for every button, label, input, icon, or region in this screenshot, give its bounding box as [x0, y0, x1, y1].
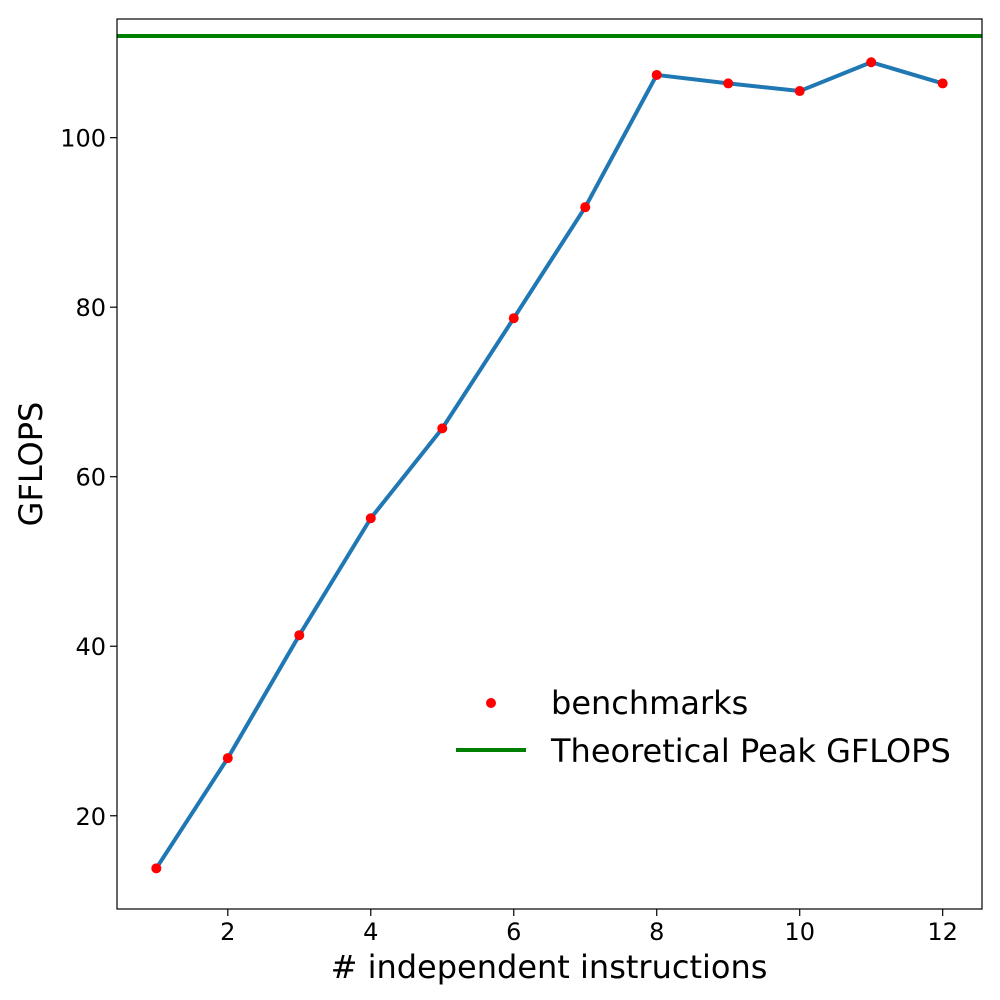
x-axis-label: # independent instructions — [331, 948, 768, 986]
plot-frame — [116, 18, 983, 910]
legend: benchmarks Theoretical Peak GFLOPS — [456, 684, 951, 770]
y-tick-label: 40 — [75, 633, 106, 661]
x-tick-label: 10 — [784, 918, 815, 946]
benchmark-point — [222, 753, 233, 764]
x-tick-label: 12 — [927, 918, 958, 946]
benchmark-point — [651, 69, 662, 80]
benchmark-point — [866, 57, 877, 68]
y-tick-label: 80 — [75, 294, 106, 322]
y-tick-label: 60 — [75, 464, 106, 492]
y-axis: 20 40 60 80 100 — [60, 125, 117, 831]
x-tick-label: 2 — [220, 918, 235, 946]
benchmark-point — [365, 513, 376, 524]
x-tick-label: 6 — [506, 918, 521, 946]
x-axis: 2 4 6 8 10 12 — [220, 909, 958, 946]
plot-area — [117, 33, 982, 874]
x-tick-label: 4 — [363, 918, 378, 946]
benchmark-point — [294, 630, 305, 641]
benchmark-point — [580, 202, 591, 213]
legend-benchmarks-label: benchmarks — [551, 684, 748, 722]
y-axis-label: GFLOPS — [12, 402, 50, 527]
benchmark-point — [937, 78, 948, 89]
benchmark-point — [437, 423, 448, 434]
legend-benchmarks-marker — [486, 698, 496, 708]
y-tick-label: 20 — [75, 803, 106, 831]
benchmark-point — [794, 86, 805, 97]
y-tick-label: 100 — [60, 125, 106, 153]
benchmarks-line — [154, 60, 944, 870]
x-tick-label: 8 — [649, 918, 664, 946]
benchmark-point — [723, 78, 734, 89]
benchmark-point — [508, 313, 519, 324]
benchmark-point — [151, 863, 162, 874]
legend-peak-label: Theoretical Peak GFLOPS — [550, 732, 951, 770]
